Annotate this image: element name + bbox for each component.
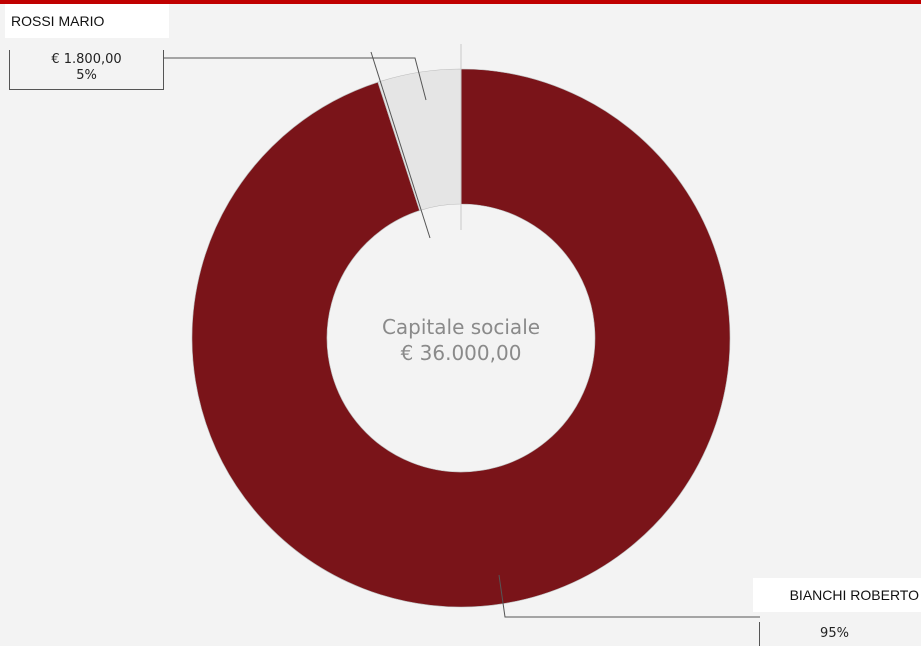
leader-line [164,57,427,101]
slice-value-box-bianchi-roberto: 95% [759,622,909,646]
leader-line [498,574,760,618]
center-title: Capitale sociale [382,315,540,339]
leader-line [370,51,431,239]
top-accent-bar [0,0,921,4]
slices-group [191,68,731,608]
slice-bianchi-roberto [191,68,731,608]
leader-lines [164,44,760,618]
slice-amount-rossi-mario: € 1.800,00 [51,52,122,67]
slice-label-bianchi-roberto: BIANCHI ROBERTO [753,578,921,612]
center-total: € 36.000,00 [401,341,522,365]
slice-value-box-rossi-mario: € 1.800,00 5% [9,50,164,90]
slice-percent-rossi-mario: 5% [76,68,97,83]
slice-percent-bianchi-roberto: 95% [820,626,849,641]
slice-label-rossi-mario: ROSSI MARIO [5,4,169,38]
